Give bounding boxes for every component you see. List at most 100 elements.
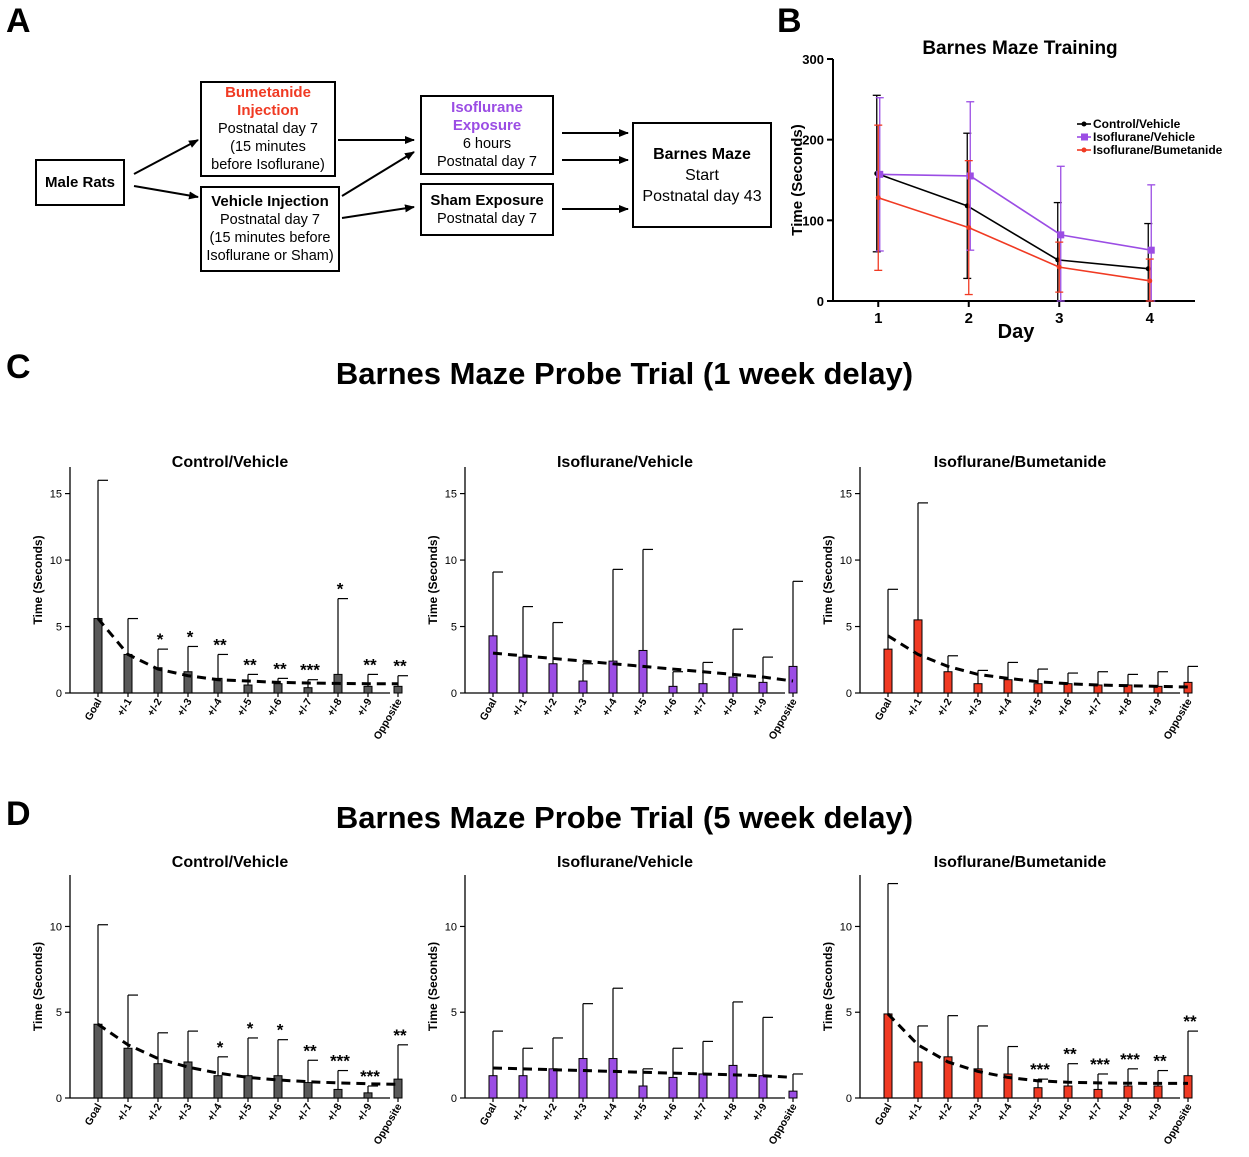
vehicle-box: Vehicle Injection Postnatal day 7 (15 mi…	[200, 186, 340, 272]
bar	[913, 1061, 923, 1099]
x-tick-label: +/-1	[510, 696, 530, 718]
section-title-c: Barnes Maze Probe Trial (1 week delay)	[335, 356, 914, 391]
x-tick-label: +/-8	[720, 1101, 740, 1123]
y-axis-label: Time (Seconds)	[31, 942, 45, 1031]
x-tick-label: +/-6	[1055, 696, 1075, 718]
significance-star: *	[337, 580, 344, 599]
x-tick-label: +/-5	[630, 1101, 650, 1123]
bar	[488, 635, 498, 694]
y-tick-label: 10	[50, 921, 62, 933]
section-title-d: Barnes Maze Probe Trial (5 week delay)	[335, 800, 914, 835]
significance-star: *	[157, 630, 164, 649]
panel-letter-d: D	[6, 795, 31, 833]
barnes-maze-box: Barnes Maze Start Postnatal day 43	[632, 122, 772, 228]
fit-curve	[97, 1023, 399, 1086]
y-tick-label: 0	[846, 1093, 852, 1105]
bar	[883, 648, 893, 694]
bar	[1063, 1085, 1073, 1099]
y-tick-label: 5	[451, 1007, 457, 1019]
bar	[1033, 683, 1043, 694]
x-tick-label: +/-1	[905, 696, 925, 718]
fit-curve	[492, 651, 794, 683]
bar	[333, 1088, 343, 1099]
y-tick-label: 5	[451, 622, 457, 634]
y-tick-label: 15	[840, 489, 852, 501]
bumetanide-title: Bumetanide Injection	[225, 84, 311, 119]
data-point	[1057, 231, 1065, 239]
male-rats-label: Male Rats	[44, 173, 116, 191]
significance-star: *	[187, 627, 194, 646]
y-tick-label: 15	[50, 489, 62, 501]
panel-letter-c: C	[6, 348, 31, 386]
x-tick-label: +/-3	[570, 696, 590, 718]
bar	[518, 656, 528, 694]
legend-label: Control/Vehicle	[1093, 117, 1181, 131]
x-tick-label: +/-6	[660, 696, 680, 718]
x-tick-label: +/-4	[205, 1101, 225, 1123]
bar	[758, 1075, 768, 1099]
x-tick-label: +/-3	[570, 1101, 590, 1123]
y-tick-label: 5	[846, 622, 852, 634]
significance-star: ***	[1090, 1055, 1110, 1074]
bar	[548, 663, 558, 694]
fit-curve	[887, 634, 1189, 689]
y-tick-label: 0	[846, 688, 852, 700]
probe-5wk-control-chart: Control/Vehicle 0 5 10 Time (Seconds) Goal +/-…	[31, 854, 408, 1147]
chart-title: Isoflurane/Bumetanide	[934, 454, 1107, 471]
series-line	[876, 172, 1149, 270]
x-tick-label: +/-9	[355, 1101, 375, 1123]
x-tick-label: +/-1	[905, 1101, 925, 1123]
bar	[943, 671, 953, 694]
x-tick-label: +/-8	[1115, 696, 1135, 718]
y-tick-label: 15	[445, 489, 457, 501]
legend-label: Isoflurane/Bumetanide	[1093, 143, 1223, 157]
x-tick-label: +/-5	[1025, 696, 1045, 718]
x-tick-label: +/-2	[540, 1101, 560, 1123]
bar	[153, 1063, 163, 1099]
bumetanide-line-1: Postnatal day 7	[218, 121, 318, 137]
x-tick-label: +/-6	[1055, 1101, 1075, 1123]
significance-star: **	[1153, 1052, 1167, 1071]
bumetanide-line-2: (15 minutes	[230, 139, 306, 155]
x-tick-label: +/-5	[235, 1101, 255, 1123]
probe-1wk-control-chart: Control/Vehicle 0 5 10 15 Time (Seconds) Goal +…	[31, 454, 408, 742]
bar	[273, 683, 283, 694]
x-tick-label: Opposite	[371, 696, 404, 742]
bar	[123, 653, 133, 694]
x-tick-label: +/-8	[720, 696, 740, 718]
training-line-chart: Barnes Maze Training 0 100 200 300 1 2 3 4 Day Tim…	[789, 38, 1223, 343]
arrow-vehicle-isoflurane	[341, 151, 415, 197]
x-tick-label: +/-7	[1085, 1101, 1105, 1123]
y-axis-label: Time (Seconds)	[426, 942, 440, 1031]
panel-letter-a: A	[6, 2, 31, 40]
x-tick-label: +/-8	[325, 696, 345, 718]
x-tick-label: +/-2	[540, 696, 560, 718]
arrow-rats-bumetanide	[133, 139, 199, 175]
bar	[488, 1075, 498, 1099]
data-point	[876, 170, 884, 178]
y-axis-label: Time (Seconds)	[821, 942, 835, 1031]
significance-star: **	[1183, 1012, 1197, 1031]
bar	[1153, 1085, 1163, 1099]
isoflurane-box: Isoflurane Exposure 6 hours Postnatal da…	[420, 95, 554, 175]
significance-star: ***	[300, 661, 320, 680]
x-tick-label: +/-3	[175, 696, 195, 718]
y-tick-label: 0	[817, 294, 824, 309]
probe-1wk-iso-bumetanide-chart: Isoflurane/Bumetanide 0 5 10 15 Time (Seconds…	[821, 454, 1198, 742]
bar	[1003, 679, 1013, 694]
x-tick-label: +/-4	[995, 1101, 1015, 1123]
series-line	[879, 173, 1152, 251]
chart-title: Isoflurane/Bumetanide	[934, 854, 1107, 871]
x-tick-label: +/-9	[1145, 696, 1165, 718]
y-axis-label: Time (Seconds)	[426, 535, 440, 624]
x-tick-label: +/-1	[115, 696, 135, 718]
data-point	[966, 172, 974, 180]
bar	[93, 1023, 103, 1099]
vehicle-line-3: Isoflurane or Sham)	[206, 248, 334, 264]
x-tick-label: Opposite	[1161, 1101, 1194, 1147]
probe-1wk-iso-vehicle-chart: Isoflurane/Vehicle 0 5 10 15 Time (Seconds) Go…	[426, 454, 803, 742]
y-tick-label: 0	[451, 688, 457, 700]
x-tick-label: Goal	[83, 1101, 105, 1127]
bar	[518, 1075, 528, 1099]
x-tick-label: 2	[965, 310, 973, 327]
